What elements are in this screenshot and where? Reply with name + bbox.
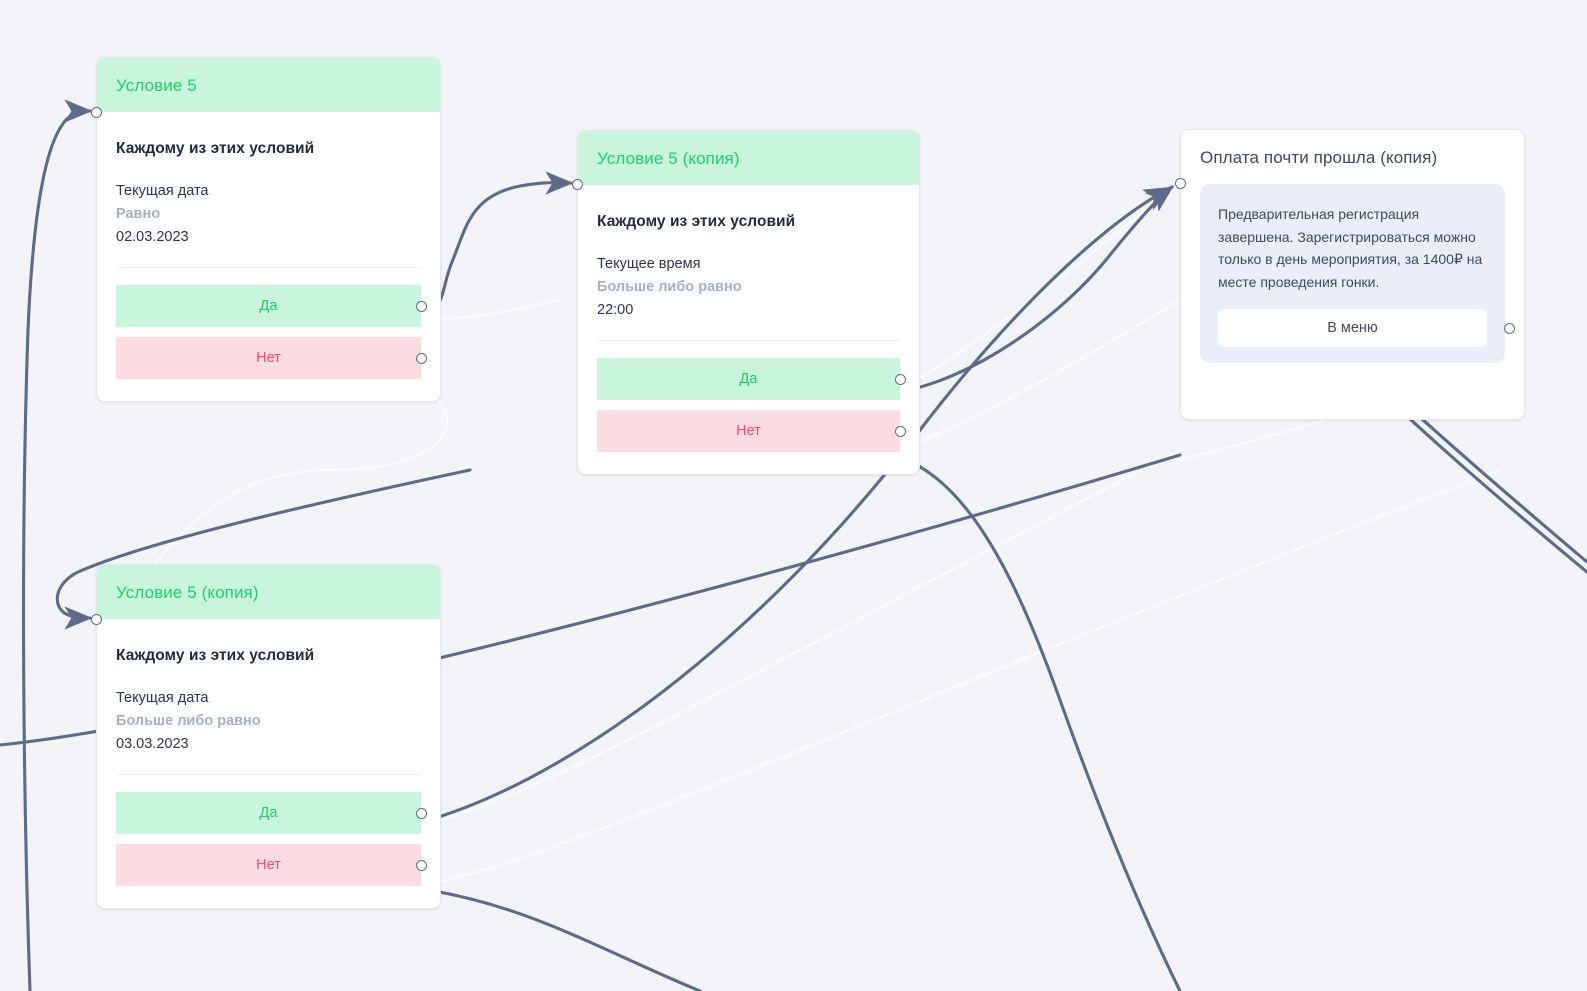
node-condition-5[interactable]: Условие 5 Каждому из этих условий Текуща…	[91, 57, 441, 402]
condition-field: Текущая дата	[116, 690, 209, 706]
node-condition-5-copy-b[interactable]: Условие 5 (копия) Каждому из этих услови…	[91, 564, 441, 909]
choice-yes[interactable]: Да	[116, 792, 427, 834]
node-body: Каждому из этих условий Текущее время Бо…	[578, 213, 919, 474]
choice-no-port[interactable]	[416, 352, 427, 364]
choice-no-label: Нет	[736, 423, 761, 439]
message-bubble: Предварительная регистрация завершена. З…	[1200, 184, 1515, 363]
edge-into-cond-5	[21, 99, 93, 991]
choice-no[interactable]: Нет	[597, 410, 906, 452]
edge-copy-a-no-out	[884, 451, 1182, 991]
choice-no[interactable]: Нет	[116, 337, 427, 379]
condition-operator: Больше либо равно	[116, 713, 261, 729]
node-header: Оплата почти прошла (копия)	[1181, 130, 1524, 184]
choice-no-port[interactable]	[895, 425, 906, 437]
node-header: Условие 5 (копия)	[97, 565, 440, 619]
condition-detail: Текущее время Больше либо равно 22:00	[597, 253, 900, 322]
node-input-port[interactable]	[1175, 178, 1186, 189]
divider	[116, 267, 421, 268]
choice-yes-port[interactable]	[416, 300, 427, 312]
divider	[597, 340, 900, 341]
choice-no-label: Нет	[256, 350, 281, 366]
condition-title: Каждому из этих условий	[597, 213, 796, 230]
condition-title: Каждому из этих условий	[116, 140, 315, 157]
condition-value: 03.03.2023	[116, 736, 189, 752]
choice-yes-label: Да	[259, 805, 278, 821]
condition-detail: Текущая дата Больше либо равно 03.03.202…	[116, 687, 421, 756]
choice-yes-label: Да	[739, 371, 758, 387]
node-input-port[interactable]	[91, 614, 102, 625]
choice-no-port[interactable]	[416, 859, 427, 871]
condition-detail: Текущая дата Равно 02.03.2023	[116, 180, 421, 249]
choice-yes-port[interactable]	[416, 807, 427, 819]
node-body: Каждому из этих условий Текущая дата Бол…	[97, 647, 440, 908]
node-header: Условие 5	[97, 58, 440, 112]
condition-operator: Равно	[116, 206, 161, 222]
node-payment-almost[interactable]: Оплата почти прошла (копия) Предваритель…	[1175, 129, 1525, 420]
choice-no[interactable]: Нет	[116, 844, 427, 886]
bubble-button[interactable]: В меню	[1218, 309, 1515, 347]
condition-value: 22:00	[597, 302, 634, 318]
choice-no-label: Нет	[256, 857, 281, 873]
node-input-port[interactable]	[572, 179, 583, 190]
choice-yes-port[interactable]	[895, 373, 906, 385]
edge-copy-b-no-out	[404, 885, 702, 991]
edge-copy-a-yes-to-payment	[884, 185, 1174, 395]
bubble-button-port[interactable]	[1504, 322, 1515, 334]
condition-field: Текущая дата	[116, 183, 209, 199]
bubble-button-label: В меню	[1327, 320, 1378, 336]
node-input-port[interactable]	[91, 107, 102, 118]
node-condition-5-copy-a[interactable]: Условие 5 (копия) Каждому из этих услови…	[572, 130, 920, 475]
condition-title: Каждому из этих условий	[116, 647, 315, 664]
choice-yes[interactable]: Да	[116, 285, 427, 327]
node-header: Условие 5 (копия)	[578, 131, 919, 185]
condition-field: Текущее время	[597, 256, 701, 272]
choice-yes-label: Да	[259, 298, 278, 314]
choice-yes[interactable]: Да	[597, 358, 906, 400]
edge-payment-out-a	[1383, 393, 1587, 574]
divider	[116, 774, 421, 775]
condition-value: 02.03.2023	[116, 229, 189, 245]
node-body: Каждому из этих условий Текущая дата Рав…	[97, 140, 440, 401]
condition-operator: Больше либо равно	[597, 279, 742, 295]
message-text: Предварительная регистрация завершена. З…	[1218, 206, 1483, 290]
node-body: Предварительная регистрация завершена. З…	[1181, 184, 1524, 419]
